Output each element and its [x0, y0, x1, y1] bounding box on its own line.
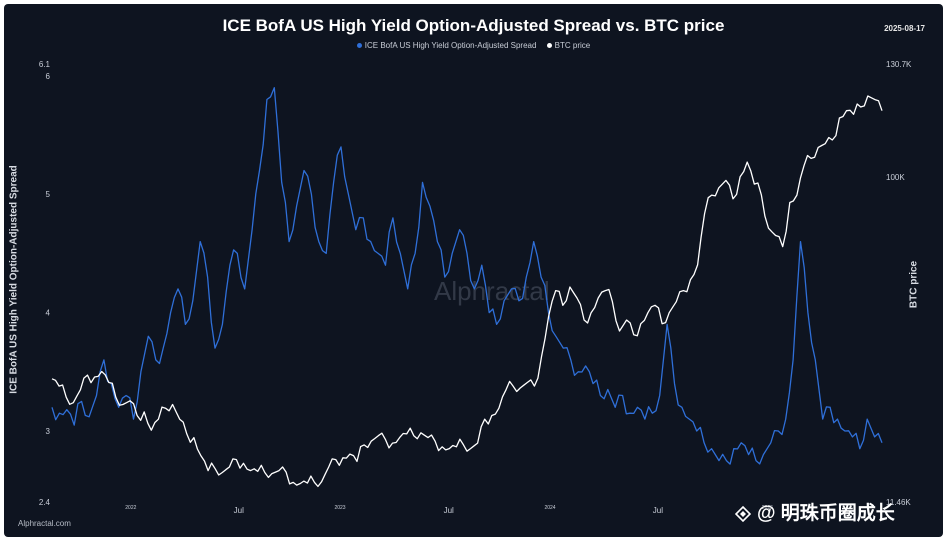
chart-title: ICE BofA US High Yield Option-Adjusted S…	[222, 16, 725, 35]
chart-date: 2025-08-17	[884, 24, 925, 33]
binance-diamond-icon	[735, 505, 751, 522]
legend: ICE BofA US High Yield Option-Adjusted S…	[4, 41, 943, 50]
legend-item-spread[interactable]: ICE BofA US High Yield Option-Adjusted S…	[356, 41, 539, 50]
legend-dot-spread	[356, 43, 362, 49]
alphractal-watermark: Alphractal	[434, 276, 550, 306]
x-tick-label: Jul	[444, 506, 454, 515]
x-tick-label: 2022	[125, 505, 136, 511]
y-right-tick-label: 100K	[886, 173, 905, 182]
x-tick-label: Jul	[234, 506, 244, 515]
x-tick-label: Jul	[653, 506, 663, 515]
social-handle: @ 明珠币圈成长	[757, 503, 895, 524]
y-right-tick-label: 11.46K	[886, 498, 911, 507]
footer-credit: Alphractal.com	[18, 519, 71, 528]
y-left-tick-label: 3	[46, 427, 51, 436]
chart-panel: ICE BofA US High Yield Option-Adjusted S…	[4, 4, 943, 537]
y-left-tick-label: 6.1	[39, 60, 51, 69]
chart-plot: 6.1 6 5 4 3 2.4 130.7K 100K 11.46K 2022 Jul 2023 J…	[39, 60, 912, 515]
legend-dot-btc	[546, 43, 552, 49]
y-axis-left: 6.1 6 5 4 3 2.4	[39, 60, 51, 507]
y-axis-right: 130.7K 100K 11.46K	[886, 60, 912, 507]
y-left-tick-label: 2.4	[39, 498, 51, 507]
x-tick-label: 2023	[334, 505, 345, 511]
legend-label-spread: ICE BofA US High Yield Option-Adjusted S…	[364, 41, 537, 50]
y-right-tick-label: 130.7K	[886, 60, 912, 69]
y-left-tick-label: 6	[46, 72, 51, 81]
x-axis: 2022 Jul 2023 Jul 2024 Jul 2025	[125, 505, 773, 515]
series-line-spread	[51, 87, 883, 465]
x-tick-label: 2024	[544, 505, 555, 511]
y-left-tick-label: 5	[46, 190, 51, 199]
y-left-tick-label: 4	[46, 309, 51, 318]
social-watermark: @ 明珠币圈成长	[735, 498, 935, 528]
legend-label-btc: BTC price	[554, 41, 591, 50]
series-line-btc	[51, 95, 883, 488]
series-layer	[51, 87, 883, 488]
x-tick-label: 2025	[762, 505, 773, 511]
legend-item-btc[interactable]: BTC price	[546, 41, 591, 50]
